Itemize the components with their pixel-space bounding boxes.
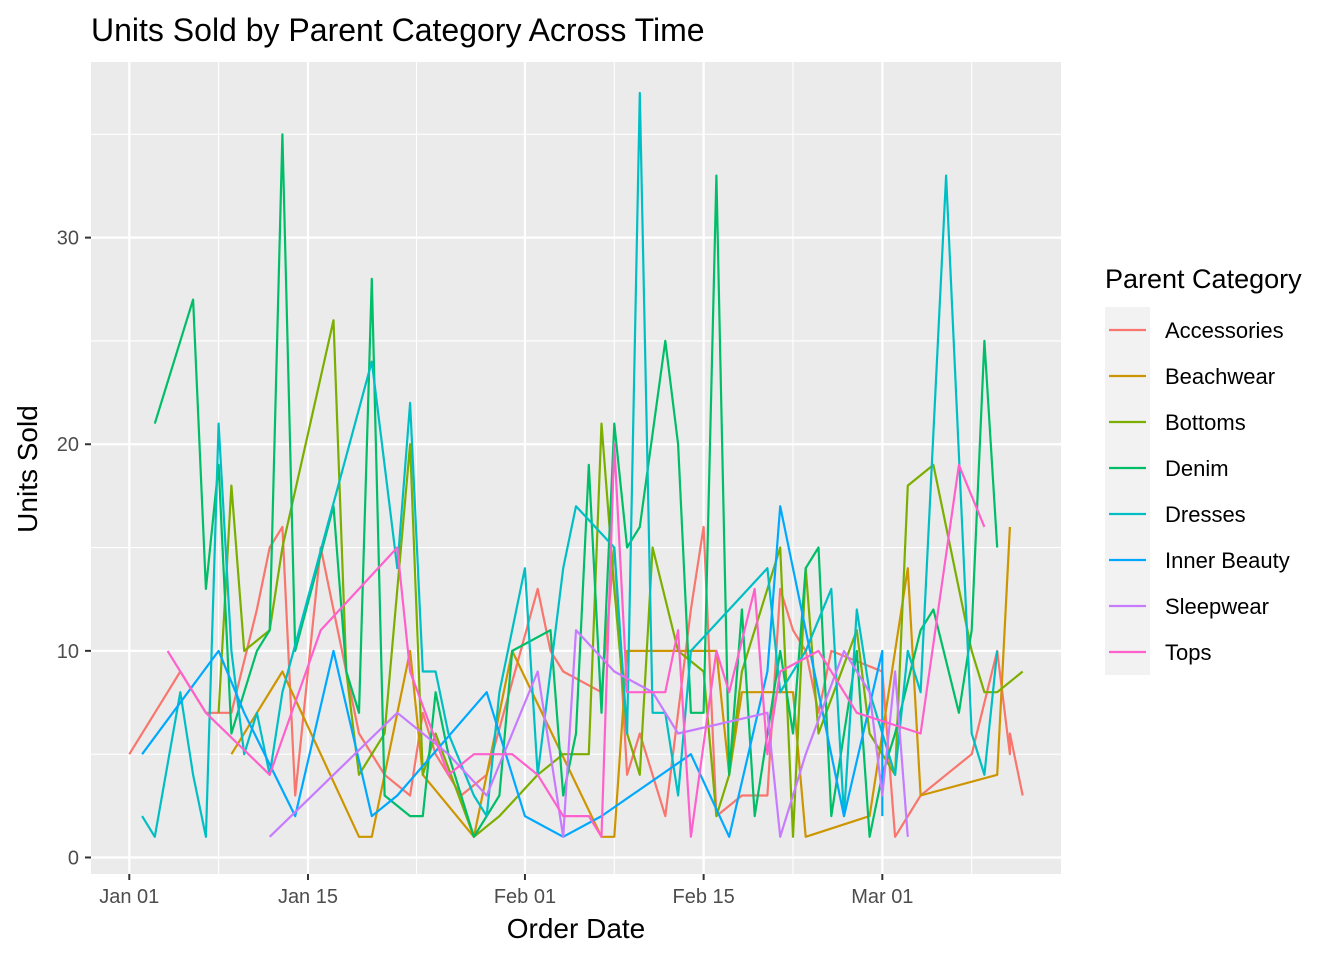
legend-key-background <box>1105 307 1150 675</box>
legend-label-bottoms: Bottoms <box>1165 410 1246 435</box>
x-axis-label: Order Date <box>507 913 646 944</box>
y-tick-label: 0 <box>68 847 79 869</box>
series-line-dresses <box>141 91 999 838</box>
y-axis-label: Units Sold <box>12 405 43 533</box>
legend-label-sleepwear: Sleepwear <box>1165 594 1269 619</box>
legend-label-accessories: Accessories <box>1165 318 1284 343</box>
legend-label-beachwear: Beachwear <box>1165 364 1275 389</box>
y-tick-label: 10 <box>57 641 79 663</box>
series-line-denim <box>153 133 999 838</box>
y-tick-label: 20 <box>57 434 79 456</box>
legend-title: Parent Category <box>1105 264 1302 294</box>
series-line-inner-beauty <box>141 505 884 838</box>
x-axis: Jan 01 Jan 15 Feb 01 Feb 15 Mar 01 <box>99 874 913 908</box>
y-tick-label: 30 <box>57 228 79 250</box>
legend-label-dresses: Dresses <box>1165 502 1246 527</box>
series-line-tops <box>166 443 986 838</box>
chart-title: Units Sold by Parent Category Across Tim… <box>91 12 705 48</box>
legend-label-inner-beauty: Inner Beauty <box>1165 548 1290 573</box>
legend-label-tops: Tops <box>1165 640 1211 665</box>
minor-gridlines <box>91 62 1061 874</box>
x-tick-label: Jan 01 <box>99 886 159 908</box>
major-gridlines <box>91 62 1061 874</box>
legend-label-denim: Denim <box>1165 456 1229 481</box>
y-axis: 0 10 20 30 <box>57 228 91 869</box>
legend: Parent Category Accessories Beachwear Bott… <box>1105 264 1302 675</box>
x-tick-label: Mar 01 <box>851 886 913 908</box>
series-lines <box>128 91 1024 838</box>
plot-panel <box>91 62 1061 874</box>
x-tick-label: Jan 15 <box>278 886 338 908</box>
x-tick-label: Feb 01 <box>494 886 556 908</box>
x-tick-label: Feb 15 <box>672 886 734 908</box>
